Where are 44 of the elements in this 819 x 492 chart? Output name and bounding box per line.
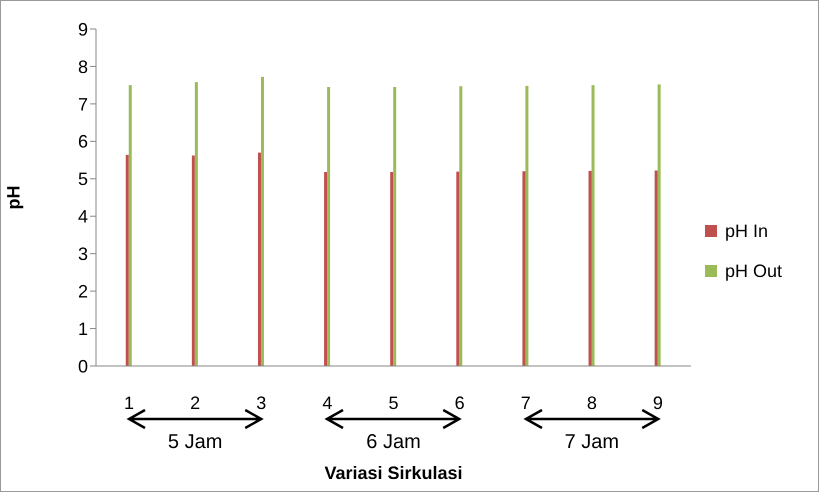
bar	[658, 84, 661, 366]
y-tick-label: 0	[78, 356, 88, 376]
bar	[128, 85, 132, 366]
y-tick-label: 9	[78, 19, 88, 40]
bar	[459, 86, 462, 366]
x-tick-label: 9	[652, 392, 663, 413]
bar	[592, 85, 595, 366]
y-tick-label: 8	[78, 56, 88, 77]
text: 7 Jam	[564, 431, 620, 454]
x-tick-label: 5	[388, 392, 399, 413]
y-tick-label: 2	[78, 282, 88, 302]
x-tick-label: 2	[190, 392, 200, 413]
y-tick-label: 1	[78, 318, 88, 339]
bar	[525, 86, 528, 366]
y-tick-label: 7	[78, 94, 88, 114]
bar	[327, 87, 330, 366]
y-tick-label: 4	[78, 206, 88, 227]
text: 5 Jam	[166, 431, 224, 454]
bar	[192, 156, 195, 366]
bar	[260, 76, 264, 366]
bar	[126, 154, 129, 366]
bar	[324, 172, 328, 366]
bar	[588, 170, 592, 366]
bar	[393, 87, 396, 366]
x-tick-label: 4	[322, 392, 332, 413]
bar	[654, 170, 658, 366]
x-tick-label: 6	[454, 392, 465, 413]
y-tick-label: 3	[78, 244, 88, 264]
text: 6 Jam	[365, 431, 422, 454]
x-tick-label: 3	[256, 392, 266, 413]
x-tick-label: 1	[124, 392, 134, 413]
bar	[194, 82, 198, 366]
legend-label: pH In	[725, 220, 768, 242]
legend-label: pH Out	[725, 260, 782, 282]
x-tick-label: 7	[520, 392, 531, 413]
bar	[390, 172, 394, 366]
y-axis-title: pH	[3, 186, 24, 210]
y-tick-label: 5	[78, 169, 88, 190]
x-tick-label: 8	[586, 392, 597, 413]
bar	[522, 171, 526, 366]
x-axis-title: Variasi Sirkulasi	[323, 463, 464, 484]
bar	[456, 172, 460, 366]
y-tick-label: 6	[78, 132, 88, 152]
bar	[258, 152, 261, 366]
